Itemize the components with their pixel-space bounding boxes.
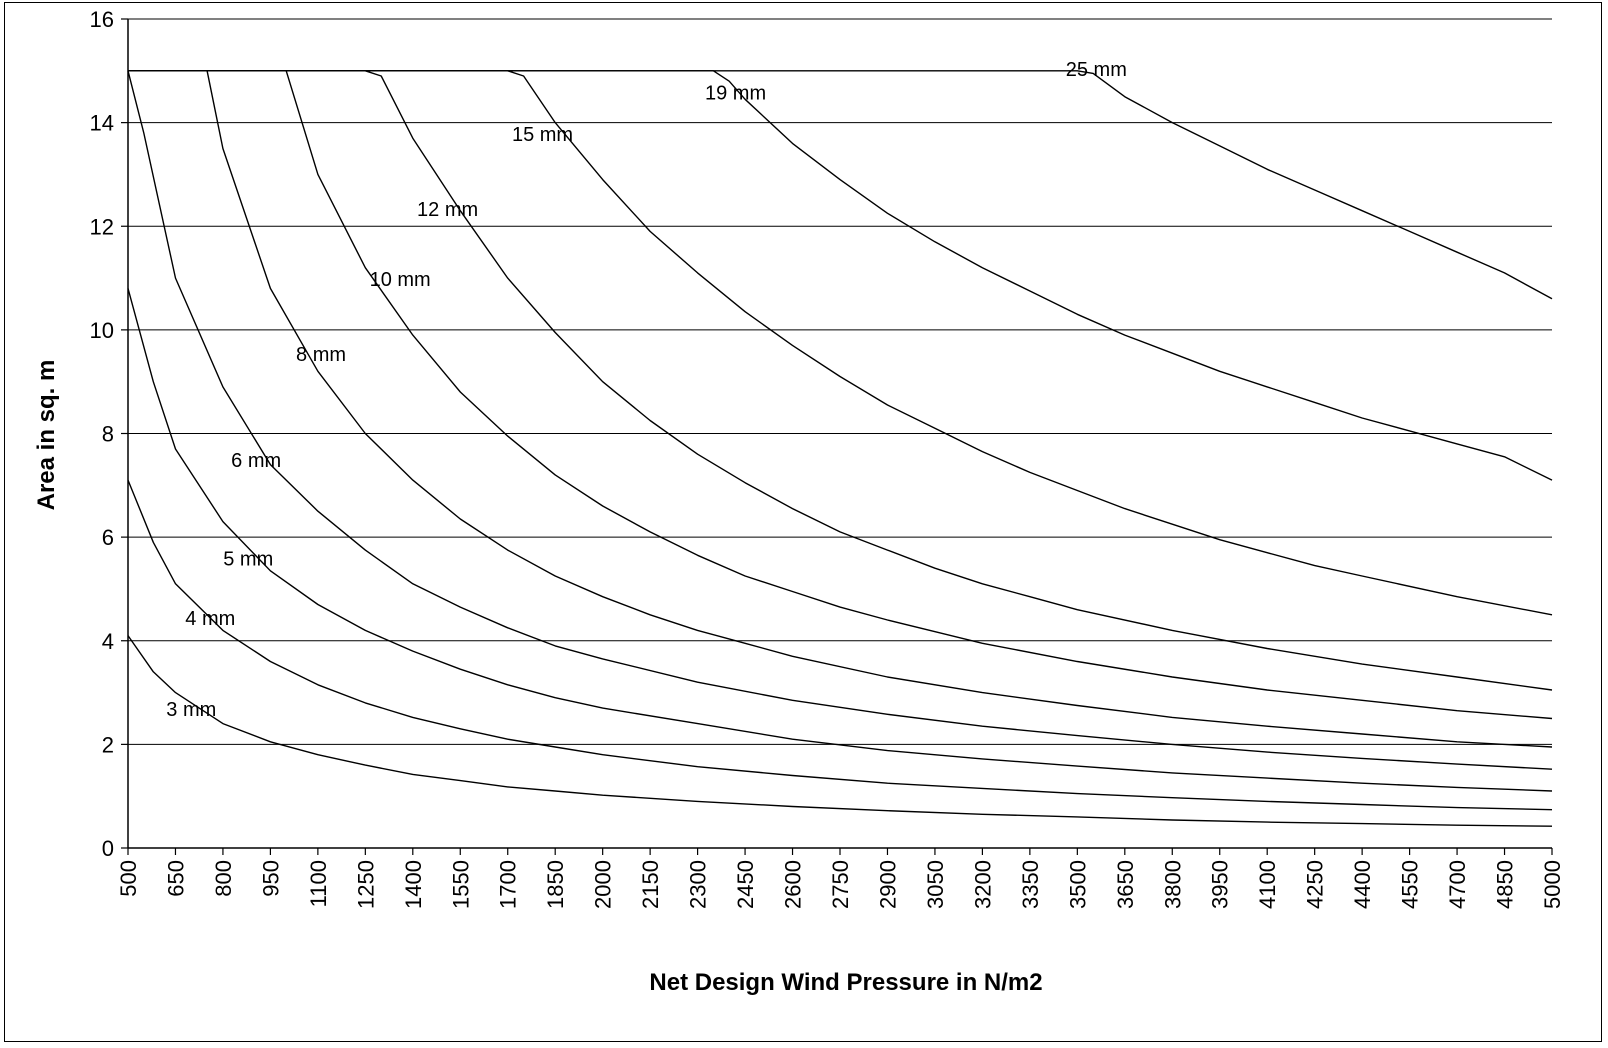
x-tick-label-4850: 4850 bbox=[1493, 860, 1518, 909]
x-tick-label-950: 950 bbox=[258, 860, 283, 897]
x-axis-title: Net Design Wind Pressure in N/m2 bbox=[649, 969, 1042, 996]
series-line-15-mm bbox=[128, 70, 1553, 616]
x-tick-label-4550: 4550 bbox=[1398, 860, 1423, 909]
y-tick-label-10: 10 bbox=[90, 318, 114, 343]
x-tick-label-5000: 5000 bbox=[1540, 860, 1565, 909]
y-tick-label-0: 0 bbox=[102, 836, 114, 861]
curve-label-12-mm: 12 mm bbox=[417, 199, 478, 221]
series-line-19-mm bbox=[128, 70, 1553, 481]
gridlines bbox=[128, 18, 1552, 745]
x-tick-label-1700: 1700 bbox=[496, 860, 521, 909]
series-line-8-mm bbox=[128, 70, 1553, 748]
curve-label-10-mm: 10 mm bbox=[370, 269, 431, 291]
x-tick-label-4400: 4400 bbox=[1350, 860, 1375, 909]
series-line-4-mm bbox=[127, 479, 1553, 811]
y-tick-label-8: 8 bbox=[102, 422, 114, 447]
x-tick-label-3500: 3500 bbox=[1065, 860, 1090, 909]
curve-label-4-mm: 4 mm bbox=[185, 608, 235, 630]
x-tick-label-800: 800 bbox=[211, 860, 236, 897]
chart-frame bbox=[4, 2, 1602, 1042]
x-tick-label-1250: 1250 bbox=[353, 860, 378, 909]
series-line-10-mm bbox=[128, 70, 1553, 720]
x-tick-label-3800: 3800 bbox=[1160, 860, 1185, 909]
y-tick-label-2: 2 bbox=[102, 732, 114, 757]
x-tick-label-2900: 2900 bbox=[875, 860, 900, 909]
x-tick-label-4250: 4250 bbox=[1303, 860, 1328, 909]
curve-label-8-mm: 8 mm bbox=[296, 344, 346, 366]
curve-label-19-mm: 19 mm bbox=[705, 82, 766, 104]
y-tick-label-14: 14 bbox=[90, 111, 114, 136]
x-tick-label-2750: 2750 bbox=[828, 860, 853, 909]
x-tick-label-2300: 2300 bbox=[686, 860, 711, 909]
x-tick-label-3350: 3350 bbox=[1018, 860, 1043, 909]
series-line-25-mm bbox=[128, 70, 1553, 300]
x-tick-label-3200: 3200 bbox=[970, 860, 995, 909]
x-tick-label-2600: 2600 bbox=[781, 860, 806, 909]
series-line-3-mm bbox=[127, 635, 1553, 827]
x-tick-label-3050: 3050 bbox=[923, 860, 948, 909]
x-tick-label-1100: 1100 bbox=[306, 860, 331, 907]
y-tick-label-16: 16 bbox=[90, 7, 114, 32]
axes: 0 2 4 6 8 10 12 14 16 500 650 800 950 1100 1250 1400 155… bbox=[90, 7, 1565, 909]
x-tick-label-4100: 4100 bbox=[1255, 860, 1280, 909]
curve-label-3-mm: 3 mm bbox=[166, 699, 216, 721]
x-tick-label-3650: 3650 bbox=[1113, 860, 1138, 909]
curve-labels: 3 mm 4 mm 5 mm 6 mm 8 mm 10 mm 12 mm 15 mm 19 mm… bbox=[166, 59, 1127, 721]
curve-label-15-mm: 15 mm bbox=[512, 124, 573, 146]
curve-label-5-mm: 5 mm bbox=[223, 549, 273, 571]
y-tick-label-12: 12 bbox=[90, 214, 114, 239]
y-tick-label-6: 6 bbox=[102, 525, 114, 550]
y-tick-label-4: 4 bbox=[102, 629, 114, 654]
x-tick-label-1400: 1400 bbox=[401, 860, 426, 909]
x-tick-label-1550: 1550 bbox=[448, 860, 473, 909]
x-tick-label-3950: 3950 bbox=[1208, 860, 1233, 909]
x-tick-label-1850: 1850 bbox=[543, 860, 568, 909]
series-line-12-mm bbox=[128, 70, 1553, 691]
x-tick-label-2450: 2450 bbox=[733, 860, 758, 909]
curve-label-25-mm: 25 mm bbox=[1066, 59, 1127, 81]
curve-label-6-mm: 6 mm bbox=[231, 450, 281, 472]
x-tick-label-4700: 4700 bbox=[1445, 860, 1470, 909]
x-tick-label-2000: 2000 bbox=[591, 860, 616, 909]
x-tick-label-500: 500 bbox=[116, 860, 141, 897]
y-axis-title: Area in sq. m bbox=[33, 360, 60, 511]
series-lines bbox=[127, 70, 1553, 827]
series-line-6-mm bbox=[127, 70, 1553, 770]
series-line-5-mm bbox=[127, 288, 1553, 792]
x-tick-label-650: 650 bbox=[163, 860, 188, 897]
x-tick-label-2150: 2150 bbox=[638, 860, 663, 909]
